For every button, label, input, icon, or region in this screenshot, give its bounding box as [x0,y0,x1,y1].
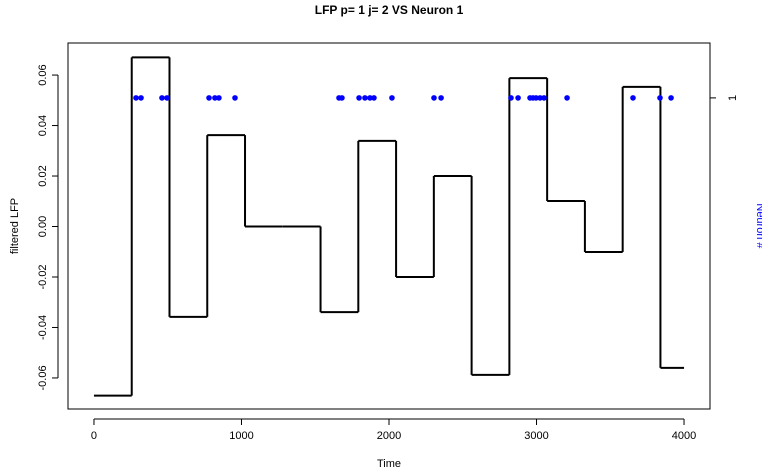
y-tick-label: 0.06 [37,64,49,85]
spike-point [508,95,514,101]
x-tick-label: 1000 [229,430,253,442]
y-tick-label: 0.04 [37,115,49,136]
spike-point [216,95,222,101]
spike-point [668,95,674,101]
y-tick-label: -0.06 [37,365,49,390]
y-tick-label: 0.00 [37,216,49,237]
spike-point [371,95,377,101]
spike-point [232,95,238,101]
spike-point [533,95,539,101]
spike-point [339,95,345,101]
x-axis-label: Time [377,458,401,470]
x-tick-label: 4000 [672,430,696,442]
y2-axis-label: Neuron # [754,203,762,249]
spike-point [438,95,444,101]
spike-point [164,95,170,101]
x-tick-label: 3000 [524,430,548,442]
y-tick-label: 0.02 [37,165,49,186]
spike-point [657,95,663,101]
spike-point [541,95,547,101]
spike-point [212,95,218,101]
spike-point [362,95,368,101]
y-tick-label: -0.04 [37,315,49,340]
x-tick-label: 0 [91,430,97,442]
spike-point [133,95,139,101]
spike-point [537,95,543,101]
y-tick-label: -0.02 [37,264,49,289]
spike-point [138,95,144,101]
spike-point [630,95,636,101]
plot-box [67,42,711,410]
y-axis-label: filtered LFP [9,198,21,254]
spike-point [159,95,165,101]
spike-point [367,95,373,101]
y2-tick-label: 1 [727,95,739,101]
spike-point [431,95,437,101]
spike-point [356,95,362,101]
spike-point [389,95,395,101]
chart-title: LFP p= 1 j= 2 VS Neuron 1 [315,3,464,17]
x-tick-label: 2000 [377,430,401,442]
spike-point [206,95,212,101]
spike-point [515,95,521,101]
spike-point [564,95,570,101]
